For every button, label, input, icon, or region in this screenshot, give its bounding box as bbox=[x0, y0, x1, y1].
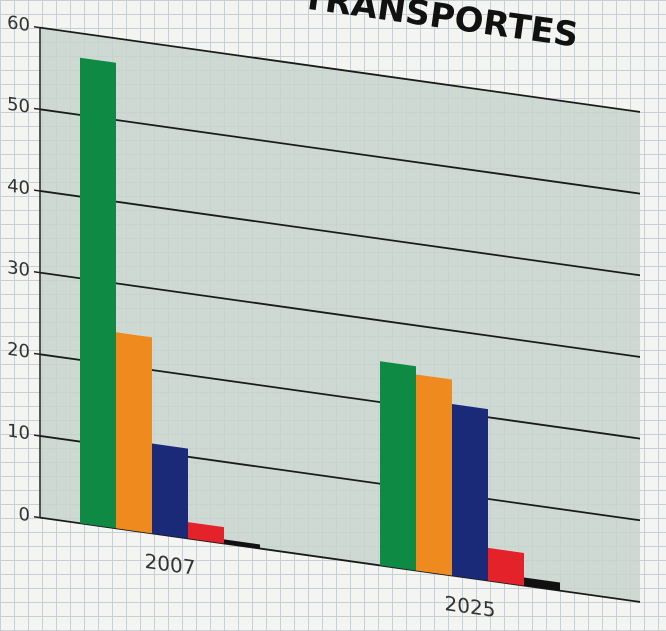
x-tick-label: 2025 bbox=[445, 591, 496, 622]
tick-mark bbox=[34, 517, 40, 518]
y-tick-label: 40 bbox=[7, 175, 30, 199]
x-tick-label: 2007 bbox=[145, 549, 196, 580]
chart-title: TRANSPORTES bbox=[300, 0, 581, 56]
bar bbox=[452, 404, 488, 581]
y-tick-label: 30 bbox=[7, 257, 30, 281]
y-tick-label: 20 bbox=[7, 339, 30, 363]
tick-mark bbox=[34, 353, 40, 354]
bar bbox=[488, 548, 524, 586]
page: {"chart_data": {"type": "bar", "title": … bbox=[0, 0, 666, 631]
bar bbox=[80, 58, 116, 529]
bar bbox=[116, 332, 152, 533]
bar bbox=[416, 374, 452, 575]
bar bbox=[152, 444, 188, 539]
y-tick-label: 0 bbox=[19, 504, 30, 527]
tick-mark bbox=[34, 108, 40, 109]
y-tick-label: 10 bbox=[7, 420, 30, 444]
tick-mark bbox=[34, 272, 40, 273]
tick-mark bbox=[34, 190, 40, 191]
bar bbox=[380, 361, 416, 570]
y-tick-label: 60 bbox=[7, 12, 30, 36]
tick-mark bbox=[34, 435, 40, 436]
plot: 0 10 20 30 40 50 60 2007 2025 bbox=[7, 12, 640, 631]
chart: TRANSPORTES 0 10 20 30 40 50 60 2007 2025 bbox=[0, 0, 666, 631]
tick-mark bbox=[34, 27, 40, 28]
y-tick-label: 50 bbox=[7, 94, 30, 118]
